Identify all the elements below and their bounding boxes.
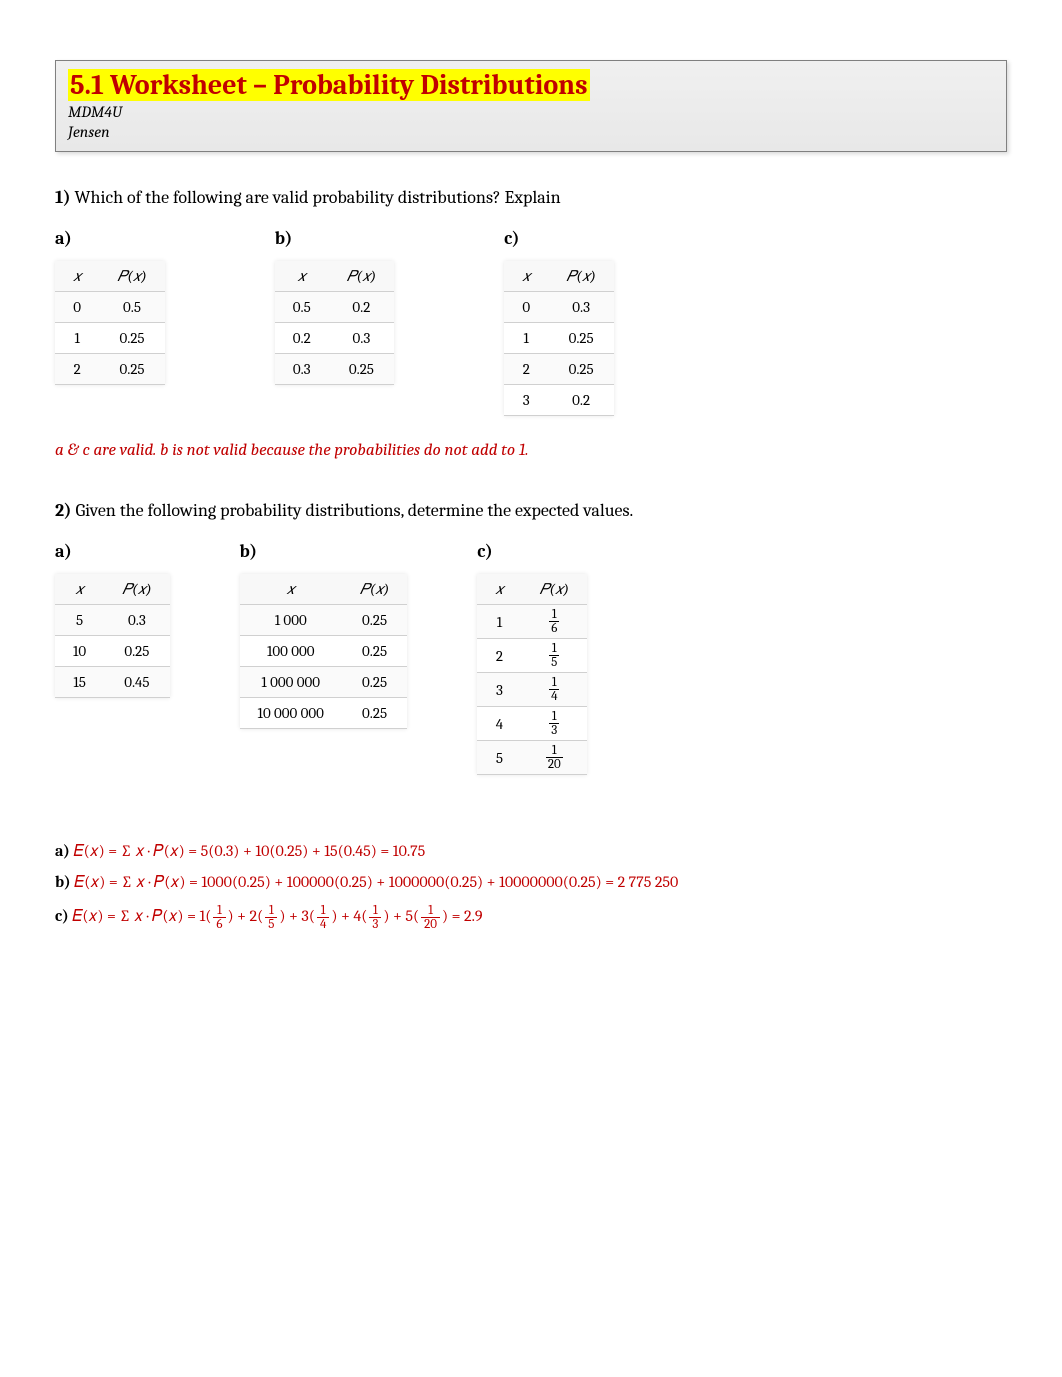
q2-number: 2) <box>55 500 71 521</box>
cell: 1 000 000 <box>240 667 342 698</box>
q1-text: Which of the following are valid probabi… <box>71 187 561 208</box>
cell: 0.25 <box>342 636 407 667</box>
q2-table-a: 𝑥𝑃(𝑥) 50.3 100.25 150.45 <box>55 574 170 698</box>
cell: 5 <box>55 605 104 636</box>
q2-table-a-block: a) 𝑥𝑃(𝑥) 50.3 100.25 150.45 <box>55 541 170 698</box>
calc-c-expr: 𝐸(𝑥) = ∑ 𝑥 · 𝑃(𝑥) = 1(16) + 2(15) + 3(14… <box>72 907 482 925</box>
cell: 14 <box>522 673 587 707</box>
header-x: 𝑥 <box>477 574 521 605</box>
cell: 0.25 <box>548 323 613 354</box>
q1-label-a: a) <box>55 228 165 249</box>
cell: 100 000 <box>240 636 342 667</box>
q1-table-c: 𝑥𝑃(𝑥) 00.3 10.25 20.25 30.2 <box>504 261 614 416</box>
cell: 0 <box>55 292 99 323</box>
cell: 2 <box>477 639 521 673</box>
q1-tables-row: a) 𝑥𝑃(𝑥) 00.5 10.25 20.25 b) 𝑥𝑃(𝑥) 0.50.… <box>55 228 1007 416</box>
cell: 4 <box>477 707 521 741</box>
q1-number: 1) <box>55 187 71 208</box>
q2-tables-row: a) 𝑥𝑃(𝑥) 50.3 100.25 150.45 b) 𝑥𝑃(𝑥) 1 0… <box>55 541 1007 775</box>
calc-c-label: c) <box>55 907 72 925</box>
cell: 10 000 000 <box>240 698 342 729</box>
cell: 1 000 <box>240 605 342 636</box>
header-x: 𝑥 <box>275 261 329 292</box>
cell: 0.3 <box>104 605 169 636</box>
cell: 120 <box>522 741 587 775</box>
cell: 16 <box>522 605 587 639</box>
header-px: 𝑃(𝑥) <box>329 261 394 292</box>
cell: 0.5 <box>275 292 329 323</box>
cell: 5 <box>477 741 521 775</box>
cell: 0.25 <box>99 323 164 354</box>
calc-a: a) 𝐸(𝑥) = ∑ 𝑥 · 𝑃(𝑥) = 5(0.3) + 10(0.25)… <box>55 842 1007 861</box>
q2-label-b: b) <box>240 541 408 562</box>
q1-answer: a & c are valid. b is not valid because … <box>55 441 1007 460</box>
header-px: 𝑃(𝑥) <box>104 574 169 605</box>
q1-table-a: 𝑥𝑃(𝑥) 00.5 10.25 20.25 <box>55 261 165 385</box>
header-px: 𝑃(𝑥) <box>548 261 613 292</box>
q2-table-b: 𝑥𝑃(𝑥) 1 0000.25 100 0000.25 1 000 0000.2… <box>240 574 408 729</box>
q1-table-c-block: c) 𝑥𝑃(𝑥) 00.3 10.25 20.25 30.2 <box>504 228 614 416</box>
calc-b: b) 𝐸(𝑥) = ∑ 𝑥 · 𝑃(𝑥) = 1000(0.25) + 1000… <box>55 873 1007 892</box>
q1-table-a-block: a) 𝑥𝑃(𝑥) 00.5 10.25 20.25 <box>55 228 165 385</box>
header-box: 5.1 Worksheet – Probability Distribution… <box>55 60 1007 152</box>
q2-table-c: 𝑥𝑃(𝑥) 116 215 314 413 5120 <box>477 574 587 775</box>
header-x: 𝑥 <box>504 261 548 292</box>
q2-text: Given the following probability distribu… <box>71 500 633 521</box>
cell: 0.2 <box>548 385 613 416</box>
cell: 0.45 <box>104 667 169 698</box>
q2-label-a: a) <box>55 541 170 562</box>
q1-table-b: 𝑥𝑃(𝑥) 0.50.2 0.20.3 0.30.25 <box>275 261 394 385</box>
question-1: 1) Which of the following are valid prob… <box>55 187 1007 208</box>
cell: 1 <box>504 323 548 354</box>
header-x: 𝑥 <box>55 261 99 292</box>
question-2: 2) Given the following probability distr… <box>55 500 1007 521</box>
cell: 0.25 <box>99 354 164 385</box>
author-name: Jensen <box>68 123 994 141</box>
q2-table-c-block: c) 𝑥𝑃(𝑥) 116 215 314 413 5120 <box>477 541 587 775</box>
header-px: 𝑃(𝑥) <box>342 574 407 605</box>
cell: 0.5 <box>99 292 164 323</box>
worksheet-title: 5.1 Worksheet – Probability Distribution… <box>68 69 590 101</box>
cell: 0 <box>504 292 548 323</box>
cell: 2 <box>504 354 548 385</box>
cell: 3 <box>504 385 548 416</box>
cell: 0.25 <box>548 354 613 385</box>
calc-a-label: a) <box>55 842 73 860</box>
cell: 3 <box>477 673 521 707</box>
cell: 0.25 <box>329 354 394 385</box>
q1-label-b: b) <box>275 228 394 249</box>
cell: 15 <box>522 639 587 673</box>
q2-table-b-block: b) 𝑥𝑃(𝑥) 1 0000.25 100 0000.25 1 000 000… <box>240 541 408 729</box>
q1-table-b-block: b) 𝑥𝑃(𝑥) 0.50.2 0.20.3 0.30.25 <box>275 228 394 385</box>
cell: 15 <box>55 667 104 698</box>
cell: 2 <box>55 354 99 385</box>
q2-label-c: c) <box>477 541 587 562</box>
cell: 0.3 <box>275 354 329 385</box>
cell: 0.25 <box>342 605 407 636</box>
calc-a-expr: 𝐸(𝑥) = ∑ 𝑥 · 𝑃(𝑥) = 5(0.3) + 10(0.25) + … <box>73 842 425 860</box>
cell: 0.25 <box>342 667 407 698</box>
header-px: 𝑃(𝑥) <box>99 261 164 292</box>
cell: 0.3 <box>329 323 394 354</box>
cell: 0.3 <box>548 292 613 323</box>
course-code: MDM4U <box>68 103 994 121</box>
cell: 1 <box>477 605 521 639</box>
cell: 0.25 <box>104 636 169 667</box>
header-x: 𝑥 <box>240 574 342 605</box>
calc-b-expr: 𝐸(𝑥) = ∑ 𝑥 · 𝑃(𝑥) = 1000(0.25) + 100000(… <box>74 873 678 891</box>
cell: 0.2 <box>329 292 394 323</box>
calc-b-label: b) <box>55 873 74 891</box>
calc-c: c) 𝐸(𝑥) = ∑ 𝑥 · 𝑃(𝑥) = 1(16) + 2(15) + 3… <box>55 904 1007 931</box>
q1-label-c: c) <box>504 228 614 249</box>
cell: 0.25 <box>342 698 407 729</box>
cell: 13 <box>522 707 587 741</box>
cell: 0.2 <box>275 323 329 354</box>
header-x: 𝑥 <box>55 574 104 605</box>
cell: 10 <box>55 636 104 667</box>
cell: 1 <box>55 323 99 354</box>
header-px: 𝑃(𝑥) <box>522 574 587 605</box>
